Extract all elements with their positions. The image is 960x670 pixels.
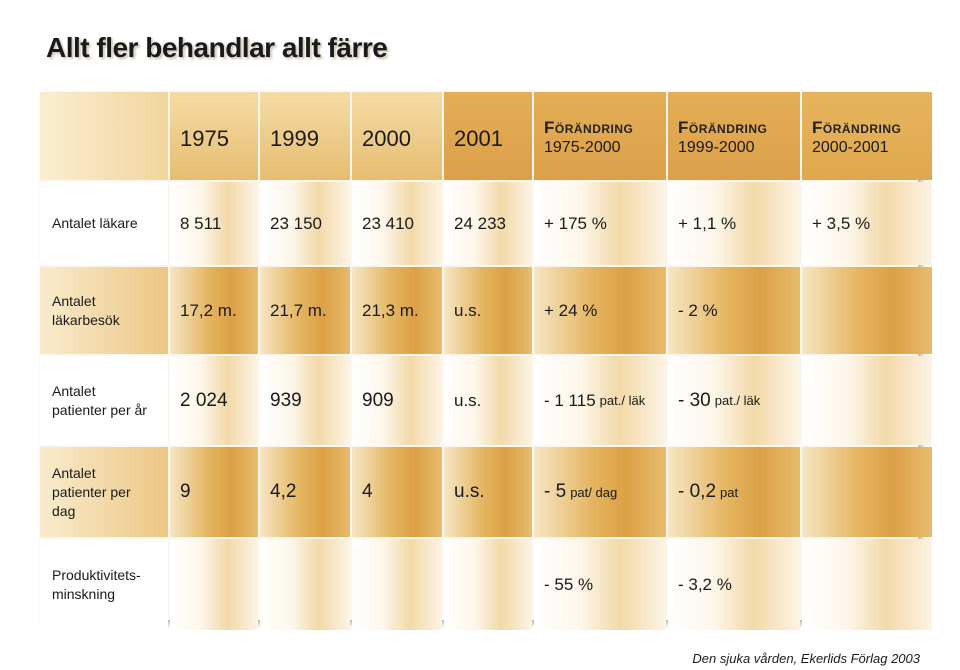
change-unit: pat/ dag <box>570 484 618 500</box>
table-cell: u.s. <box>444 267 532 354</box>
source-caption: Den sjuka vården, Ekerlids Förlag 2003 <box>692 651 920 666</box>
change-cell: + 24 % <box>534 267 666 354</box>
change-unit: pat <box>720 484 739 500</box>
change-cell: - 3,2 % <box>668 539 800 630</box>
table-cell: 4,2 <box>260 447 350 537</box>
header-change: Förändring 2000-2001 <box>802 92 932 180</box>
row-label-text: Antalet <box>52 382 96 399</box>
table-cell <box>444 539 532 630</box>
header-change: Förändring 1999-2000 <box>668 92 800 180</box>
header-change-label: Förändring <box>544 118 634 137</box>
header-change-range: 2000-2001 <box>812 139 889 156</box>
row-label-text: läkarbesök <box>52 311 120 328</box>
change-cell: - 2 % <box>668 267 800 354</box>
change-value: - 55 % <box>544 574 594 594</box>
table-cell: 23 150 <box>260 182 350 265</box>
change-value: + 175 % <box>544 213 607 233</box>
change-value: + 24 % <box>544 300 598 320</box>
table-cell: 2 024 <box>170 356 258 445</box>
header-year: 1975 <box>170 92 258 180</box>
table-cell: 9 <box>170 447 258 537</box>
header-change-label: Förändring <box>812 118 902 137</box>
row-label-text: patienter per år <box>52 401 147 418</box>
table-cell: 4 <box>352 447 442 537</box>
header-change-range: 1999-2000 <box>678 139 755 156</box>
change-cell: + 1,1 % <box>668 182 800 265</box>
data-table: 1975 1999 2000 2001 Förändring 1975-2000… <box>40 92 932 630</box>
change-cell <box>802 356 932 445</box>
change-cell: - 5 pat/ dag <box>534 447 666 537</box>
change-value: + 3,5 % <box>812 213 871 233</box>
header-year: 2000 <box>352 92 442 180</box>
table-cell: 17,2 m. <box>170 267 258 354</box>
row-label-text: Produktivitets- <box>52 566 141 583</box>
change-cell <box>802 539 932 630</box>
table-cell: 909 <box>352 356 442 445</box>
row-label: Antalet läkarbesök <box>40 267 168 354</box>
change-value: + 1,1 % <box>678 213 737 233</box>
row-label-text: minskning <box>52 585 116 602</box>
change-unit: pat./ läk <box>599 393 646 408</box>
row-label-text: Antalet <box>52 292 96 309</box>
table-cell <box>170 539 258 630</box>
header-corner <box>40 92 168 180</box>
change-value: - 3,2 % <box>678 574 732 594</box>
row-label-text: Antalet <box>52 464 96 481</box>
page-title: Allt fler behandlar allt färre <box>46 32 388 63</box>
row-label-text: dag <box>52 502 76 519</box>
header-change-range: 1975-2000 <box>544 139 621 156</box>
header-year: 2001 <box>444 92 532 180</box>
change-cell <box>802 267 932 354</box>
row-label: Produktivitets- minskning <box>40 539 168 630</box>
change-value: - 1 115 <box>544 390 596 410</box>
table-cell: u.s. <box>444 447 532 537</box>
row-label: Antalet läkare <box>40 182 168 265</box>
row-label-text: Antalet läkare <box>52 215 138 231</box>
table-cell <box>352 539 442 630</box>
change-value: - 30 <box>678 389 711 411</box>
table-cell: u.s. <box>444 356 532 445</box>
table-cell: 23 410 <box>352 182 442 265</box>
row-label: Antalet patienter per år <box>40 356 168 445</box>
change-cell: + 3,5 % <box>802 182 932 265</box>
change-cell: - 0,2 pat <box>668 447 800 537</box>
row-label-text: patienter per <box>52 483 131 500</box>
table-cell: 8 511 <box>170 182 258 265</box>
table-cell <box>260 539 350 630</box>
change-cell: - 1 115 pat./ läk <box>534 356 666 445</box>
header-year: 1999 <box>260 92 350 180</box>
header-change-label: Förändring <box>678 118 768 137</box>
change-cell <box>802 447 932 537</box>
change-cell: - 30 pat./ läk <box>668 356 800 445</box>
table-cell: 939 <box>260 356 350 445</box>
change-cell: + 175 % <box>534 182 666 265</box>
change-cell: - 55 % <box>534 539 666 630</box>
table-cell: 21,7 m. <box>260 267 350 354</box>
change-value: - 0,2 <box>678 481 717 502</box>
row-label: Antalet patienter per dag <box>40 447 168 537</box>
change-value: - 5 <box>544 481 567 502</box>
change-unit: pat./ läk <box>714 393 761 408</box>
table-cell: 24 233 <box>444 182 532 265</box>
header-change: Förändring 1975-2000 <box>534 92 666 180</box>
table-cell: 21,3 m. <box>352 267 442 354</box>
change-value: - 2 % <box>678 300 718 320</box>
